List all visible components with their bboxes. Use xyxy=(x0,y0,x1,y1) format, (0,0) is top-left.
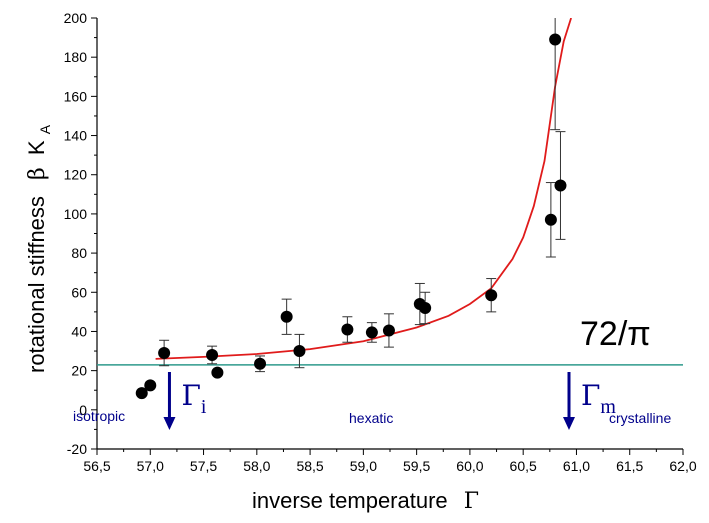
transition-marker-subscript: i xyxy=(201,396,207,418)
x-tick-label: 62,0 xyxy=(669,458,696,474)
data-point xyxy=(254,357,267,370)
x-axis-title-text: inverse temperature xyxy=(252,488,448,513)
transition-marker-subscript: m xyxy=(600,396,616,418)
data-point xyxy=(280,310,293,323)
y-tick-label: 40 xyxy=(71,323,87,339)
x-tick-label: 61,0 xyxy=(563,458,590,474)
transition-marker-label: Γm xyxy=(581,379,616,418)
data-point xyxy=(158,347,171,360)
y-tick-label: 20 xyxy=(71,363,87,379)
transition-marker-symbol: Γ xyxy=(181,379,200,412)
y-axis-title-subscript: A xyxy=(37,124,53,134)
y-axis-title: rotational stiffness β K A xyxy=(24,124,53,373)
y-tick-label: 0 xyxy=(79,402,87,418)
x-tick-label: 57,5 xyxy=(190,458,217,474)
data-point xyxy=(485,289,498,302)
transition-arrow-head xyxy=(562,417,575,430)
region-label-hexatic: hexatic xyxy=(349,410,393,426)
transition-markers-layer: Γi Γm xyxy=(163,372,616,430)
data-point xyxy=(554,179,567,192)
y-tick-label: 120 xyxy=(64,167,88,183)
data-point xyxy=(211,366,224,379)
ticks-layer: 56,5 57,0 57,5 58,0 58,5 59,0 59,5 60,0 60,5 61,0… xyxy=(64,10,697,474)
reference-line-label: 72/π xyxy=(580,315,651,353)
y-axis-title-text: rotational stiffness xyxy=(24,196,49,373)
y-tick-label: 160 xyxy=(64,88,88,104)
region-label-isotropic: isotropic xyxy=(73,408,125,424)
y-tick-label: -20 xyxy=(67,441,87,457)
x-tick-label: 60,5 xyxy=(510,458,537,474)
y-axis-title-symbol: β xyxy=(25,167,50,180)
data-point xyxy=(365,326,378,339)
y-tick-label: 100 xyxy=(64,206,88,222)
x-tick-label: 56,5 xyxy=(83,458,110,474)
x-axis-title-symbol: Γ xyxy=(464,489,479,514)
x-tick-label: 59,0 xyxy=(350,458,377,474)
x-axis-title: inverse temperature Γ xyxy=(252,488,479,514)
transition-marker-label: Γi xyxy=(181,379,206,418)
fit-curve xyxy=(155,18,572,360)
data-point xyxy=(544,213,557,226)
x-tick-label: 57,0 xyxy=(137,458,164,474)
data-point xyxy=(206,348,219,361)
y-tick-label: 200 xyxy=(64,10,88,26)
data-point xyxy=(293,345,306,358)
data-point xyxy=(382,324,395,337)
data-point xyxy=(341,323,354,336)
y-tick-label: 180 xyxy=(64,49,88,65)
transition-marker-symbol: Γ xyxy=(581,379,600,412)
transition-arrow-head xyxy=(163,417,176,430)
data-point xyxy=(419,301,432,314)
x-tick-label: 58,5 xyxy=(296,458,323,474)
data-point xyxy=(549,33,562,46)
fit-curve-layer xyxy=(155,18,572,360)
data-point xyxy=(135,387,148,400)
data-point xyxy=(144,379,157,392)
region-label-crystalline: crystalline xyxy=(609,410,671,426)
x-tick-label: 60,0 xyxy=(456,458,483,474)
x-tick-label: 59,5 xyxy=(403,458,430,474)
x-tick-label: 58,0 xyxy=(243,458,270,474)
y-tick-label: 60 xyxy=(71,284,87,300)
data-points-layer xyxy=(135,18,567,400)
y-tick-label: 80 xyxy=(71,245,87,261)
y-axis-title-variable: K xyxy=(24,140,49,155)
x-tick-label: 61,5 xyxy=(616,458,643,474)
y-tick-label: 140 xyxy=(64,128,88,144)
